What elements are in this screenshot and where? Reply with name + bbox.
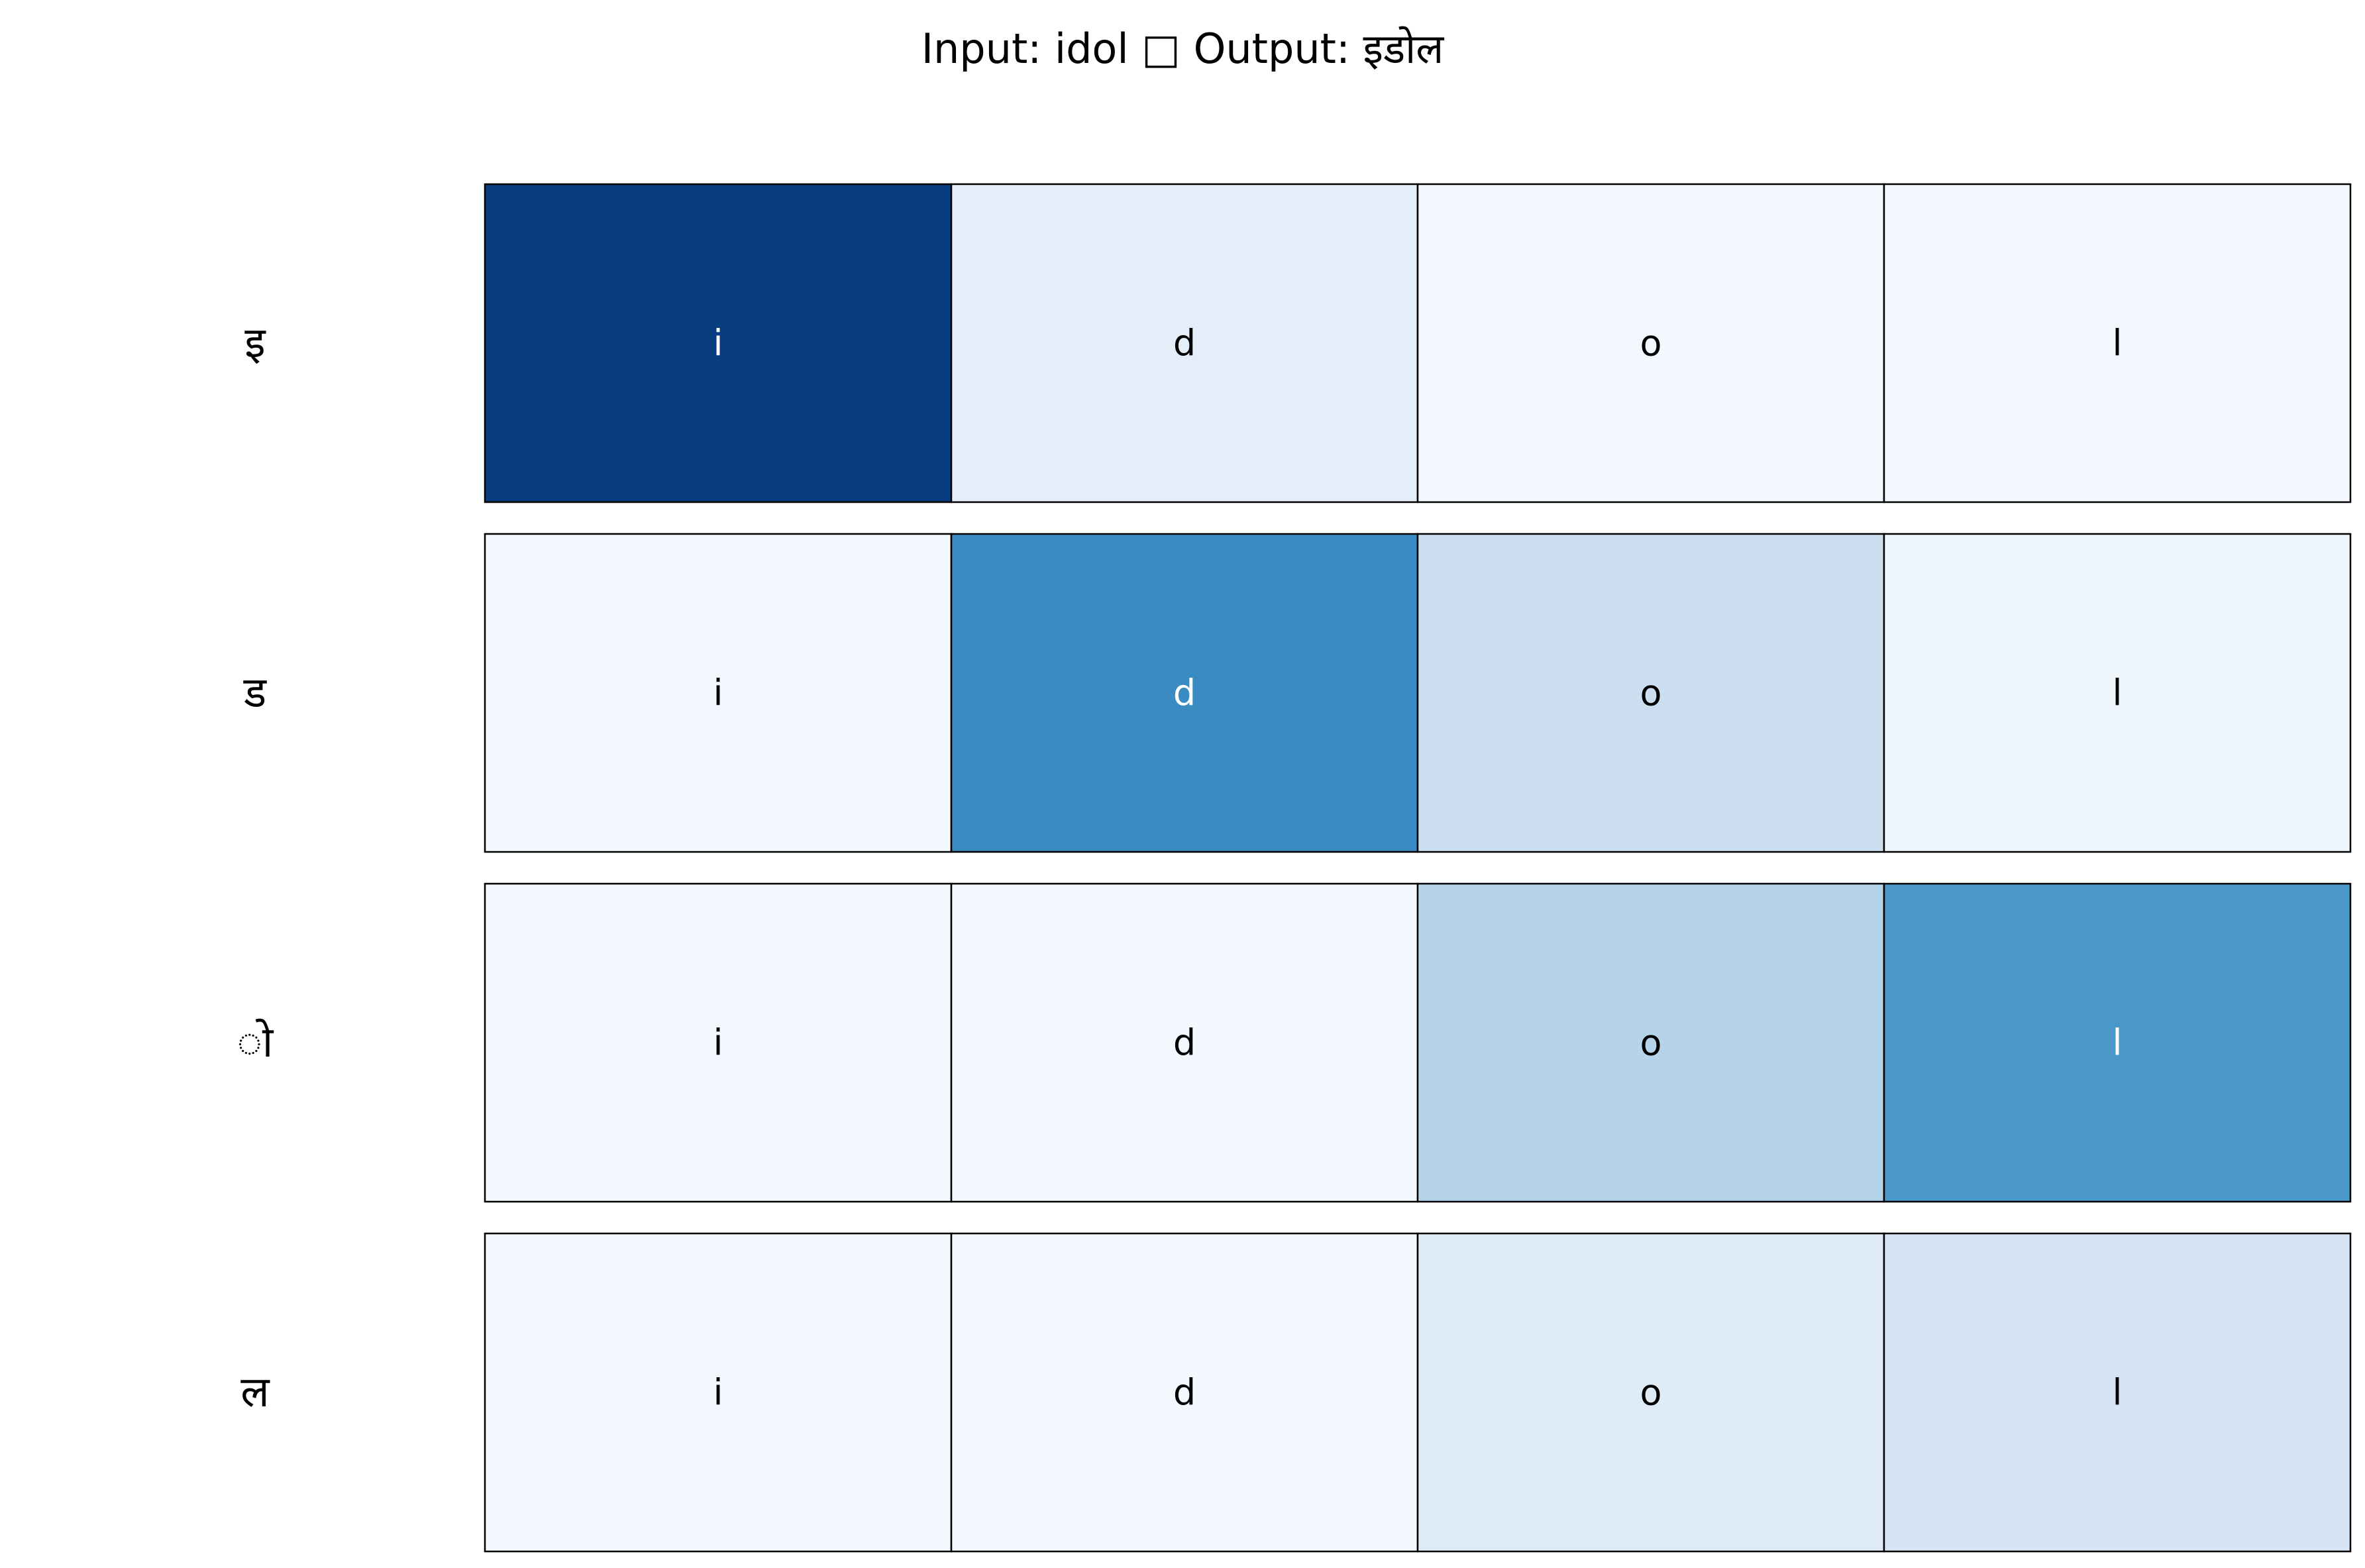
cell-label: l — [2112, 672, 2122, 714]
heatmap-cell — [1883, 882, 2352, 1203]
heatmap-cells: i d o l i d o l i d o l i d o l — [484, 183, 2352, 1553]
heatmap-cell — [484, 183, 953, 503]
heatmap-cell — [1883, 1232, 2352, 1553]
heatmap-cell — [1416, 1232, 1885, 1553]
row-label: ड — [243, 668, 267, 717]
cell-label: i — [713, 323, 723, 364]
row-label: ो — [237, 1018, 274, 1067]
heatmap-cell — [1416, 533, 1885, 853]
chart-title: Input: idol □ Output: इडोल — [921, 25, 1445, 73]
heatmap-cell — [484, 1232, 953, 1553]
row-label: ल — [240, 1368, 270, 1417]
cell-label: o — [1640, 1372, 1661, 1414]
cell-label: i — [713, 1022, 723, 1064]
row-label: इ — [244, 319, 266, 368]
heatmap-cell — [1883, 533, 2352, 853]
heatmap-cell — [484, 533, 953, 853]
cell-label: d — [1173, 323, 1196, 364]
cell-label: d — [1173, 1372, 1196, 1414]
heatmap-cell — [950, 533, 1419, 853]
cell-label: i — [713, 1372, 723, 1414]
cell-label: o — [1640, 323, 1661, 364]
cell-label: o — [1640, 1022, 1661, 1064]
heatmap-cell — [484, 882, 953, 1203]
heatmap-cell — [950, 183, 1419, 503]
heatmap-cell — [1883, 183, 2352, 503]
cell-label: d — [1173, 672, 1196, 714]
cell-label: l — [2112, 1022, 2122, 1064]
cell-label: d — [1173, 1022, 1196, 1064]
cell-label: l — [2112, 323, 2122, 364]
heatmap-cell — [950, 1232, 1419, 1553]
heatmap-cell — [950, 882, 1419, 1203]
cell-label: i — [713, 672, 723, 714]
row-labels: इ डो ल — [237, 319, 274, 1417]
heatmap-cell — [1416, 183, 1885, 503]
cell-label: l — [2112, 1372, 2122, 1414]
cell-label: o — [1640, 672, 1661, 714]
